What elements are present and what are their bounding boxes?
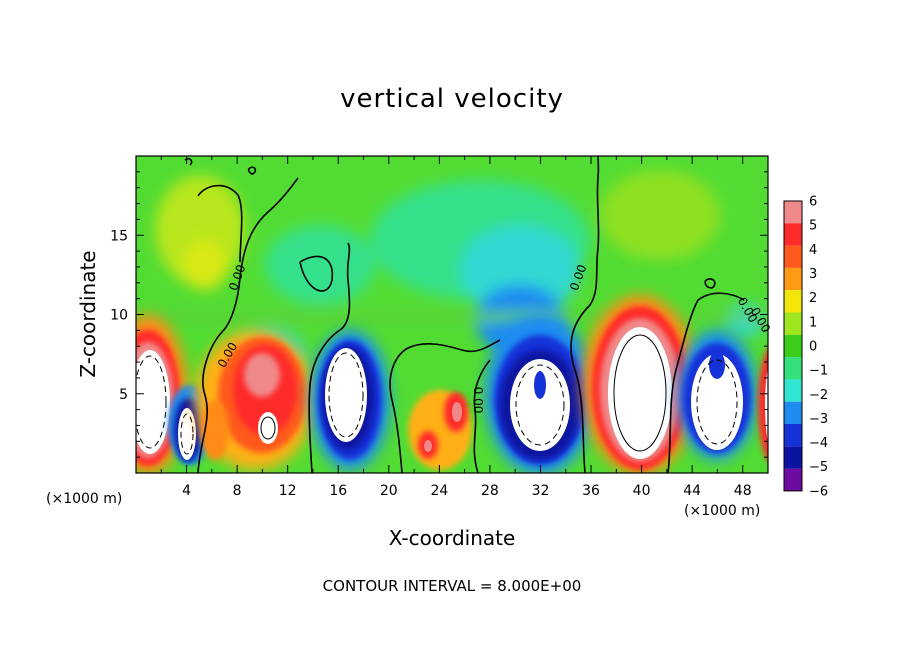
x-tick-label: 12	[279, 483, 297, 499]
colorbar-swatch	[784, 468, 802, 491]
x-scale-note-right: (×1000 m)	[684, 503, 761, 519]
colorbar-label: 3	[809, 267, 817, 282]
colorbar-label: −3	[809, 412, 828, 427]
x-tick-label: 44	[683, 483, 701, 499]
x-tick-label: 48	[734, 483, 752, 499]
x-tick-label: 40	[633, 483, 651, 499]
colorbar-label: 0	[809, 339, 817, 354]
colorbar: 6 5 4 3 2 1 0 −1 −2 −3 −4 −5 −6	[783, 195, 828, 499]
colorbar-swatch	[784, 357, 802, 380]
chart-title: vertical velocity	[340, 84, 564, 114]
colorbar-label: −6	[809, 484, 828, 499]
colorbar-swatch	[784, 223, 802, 246]
contour-label: 0.00	[471, 387, 485, 414]
colorbar-swatch	[784, 446, 802, 469]
contour-interval-note: CONTOUR INTERVAL = 8.000E+00	[322, 577, 582, 595]
y-tick-label: 5	[119, 387, 128, 403]
colorbar-swatch	[784, 401, 802, 424]
y-tick-label: 10	[110, 308, 128, 324]
x-tick-label: 36	[582, 483, 600, 499]
colorbar-swatch	[784, 379, 802, 402]
velocity-field	[136, 156, 768, 473]
colorbar-swatch	[784, 424, 802, 447]
colorbar-swatch	[784, 245, 802, 268]
x-tick-label: 20	[380, 483, 398, 499]
x-tick-label: 8	[233, 483, 242, 499]
x-tick-label: 24	[430, 483, 448, 499]
x-tick-label: 32	[532, 483, 550, 499]
colorbar-swatch	[784, 290, 802, 313]
colorbar-label: −1	[809, 364, 828, 379]
colorbar-label: −2	[809, 388, 828, 403]
colorbar-label: 4	[809, 243, 817, 258]
colorbar-swatch	[784, 334, 802, 358]
colorbar-label: 2	[809, 291, 817, 306]
colorbar-frame	[783, 200, 803, 492]
x-axis-label: X-coordinate	[388, 526, 516, 550]
colorbar-swatch	[784, 201, 802, 224]
colorbar-label: 6	[809, 195, 817, 210]
y-tick-label: 15	[110, 228, 128, 244]
colorbar-label: −4	[809, 436, 828, 451]
colorbar-label: −5	[809, 460, 828, 475]
x-tick-label: 4	[182, 483, 191, 499]
colorbar-label: 1	[809, 315, 817, 330]
colorbar-label: 5	[809, 219, 817, 234]
x-tick-label: 28	[481, 483, 499, 499]
x-tick-label: 16	[329, 483, 347, 499]
colorbar-swatch	[784, 267, 802, 291]
zero-contours	[184, 156, 745, 473]
colorbar-swatch	[784, 312, 802, 335]
x-scale-note-left: (×1000 m)	[46, 491, 123, 507]
